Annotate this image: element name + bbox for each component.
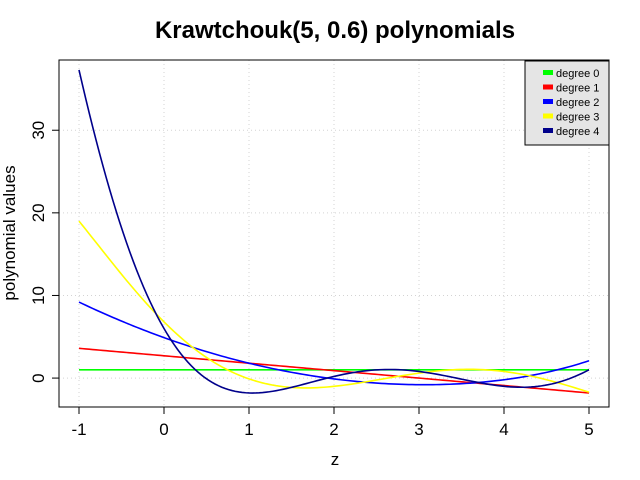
legend-label: degree 3 (556, 112, 599, 124)
series-line-degree-4 (78, 69, 590, 394)
legend-swatch (543, 70, 553, 75)
legend-label: degree 1 (556, 83, 599, 95)
x-tick-label: 4 (499, 420, 508, 439)
legend-swatch (543, 84, 553, 90)
y-tick-label: 10 (29, 286, 48, 305)
x-axis-label: z (331, 450, 340, 469)
series-line-degree-3 (78, 220, 590, 393)
legend: degree 0 degree 1 degree 2 degree 3 degree 4 (524, 60, 610, 146)
legend-swatch (543, 99, 553, 104)
legend-label: degree 4 (556, 126, 599, 138)
y-axis-label: polynomial values (0, 165, 19, 300)
x-tick-label: 0 (159, 420, 168, 439)
chart-title: Krawtchouk(5, 0.6) polynomials (155, 17, 515, 44)
x-tick-label: 5 (584, 420, 593, 439)
series-lines (78, 69, 590, 394)
y-tick-label: 20 (29, 203, 48, 222)
legend-swatch (543, 113, 553, 119)
x-tick-label: 2 (329, 420, 338, 439)
x-axis: -1 0 1 2 3 4 5 (71, 407, 594, 439)
legend-label: degree 2 (556, 97, 599, 109)
legend-swatch (543, 128, 553, 133)
series-line-degree-2 (78, 301, 590, 386)
y-axis: 0 10 20 30 (29, 121, 59, 383)
legend-label: degree 0 (556, 68, 599, 80)
x-tick-label: 3 (414, 420, 423, 439)
y-tick-label: 0 (29, 373, 48, 382)
series-line-degree-1 (78, 347, 590, 394)
x-tick-label: -1 (71, 420, 86, 439)
x-tick-label: 1 (244, 420, 253, 439)
legend-box (524, 60, 610, 146)
y-tick-label: 30 (29, 121, 48, 140)
